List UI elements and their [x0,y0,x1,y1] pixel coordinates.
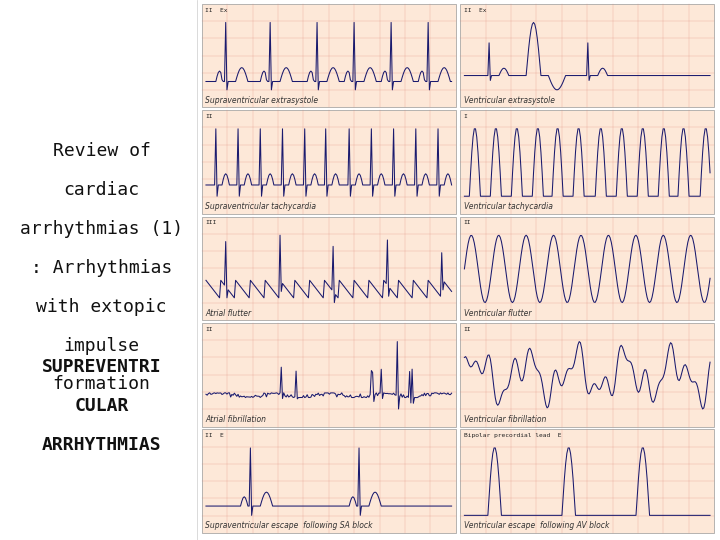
Bar [202,110,456,214]
Text: with extopic: with extopic [36,298,167,316]
Bar [460,110,714,214]
Bar [460,323,714,427]
Text: impulse: impulse [63,336,140,355]
Text: : Arrhythmias: : Arrhythmias [31,259,172,277]
Bar [460,4,714,107]
Bar [202,429,456,533]
Bar [202,217,456,320]
Text: ARRHYTHMIAS: ARRHYTHMIAS [42,436,161,454]
Text: SUPREVENTRI: SUPREVENTRI [42,358,161,376]
Text: Supraventricular escape  following SA block: Supraventricular escape following SA blo… [205,521,373,530]
Text: CULAR: CULAR [74,397,129,415]
Text: II: II [205,327,212,332]
Text: II: II [464,220,471,225]
Text: Bipolar precordial lead  E: Bipolar precordial lead E [464,433,561,438]
Text: Ventricular flutter: Ventricular flutter [464,308,531,318]
Text: II: II [205,114,212,119]
Text: Atrial fibrillation: Atrial fibrillation [205,415,266,424]
Text: II  Ex: II Ex [464,8,486,12]
Text: Supraventricular extrasystole: Supraventricular extrasystole [205,96,318,105]
Text: Ventricular tachycardia: Ventricular tachycardia [464,202,552,211]
Text: II: II [464,327,471,332]
Text: II  E: II E [205,433,224,438]
Text: I: I [464,114,467,119]
Text: III: III [205,220,217,225]
Text: Atrial flutter: Atrial flutter [205,308,251,318]
Bar [202,323,456,427]
Text: Ventricular fibrillation: Ventricular fibrillation [464,415,546,424]
Text: cardiac: cardiac [63,181,140,199]
Text: Review of: Review of [53,142,150,160]
Bar [460,429,714,533]
Text: Supraventricular tachycardia: Supraventricular tachycardia [205,202,316,211]
Bar [202,4,456,107]
Text: formation: formation [53,375,150,394]
Text: Ventricular extrasystole: Ventricular extrasystole [464,96,554,105]
Text: arrhythmias (1): arrhythmias (1) [20,220,183,238]
Bar [460,217,714,320]
Text: II  Ex: II Ex [205,8,228,12]
Text: Ventricular escape  following AV block: Ventricular escape following AV block [464,521,609,530]
